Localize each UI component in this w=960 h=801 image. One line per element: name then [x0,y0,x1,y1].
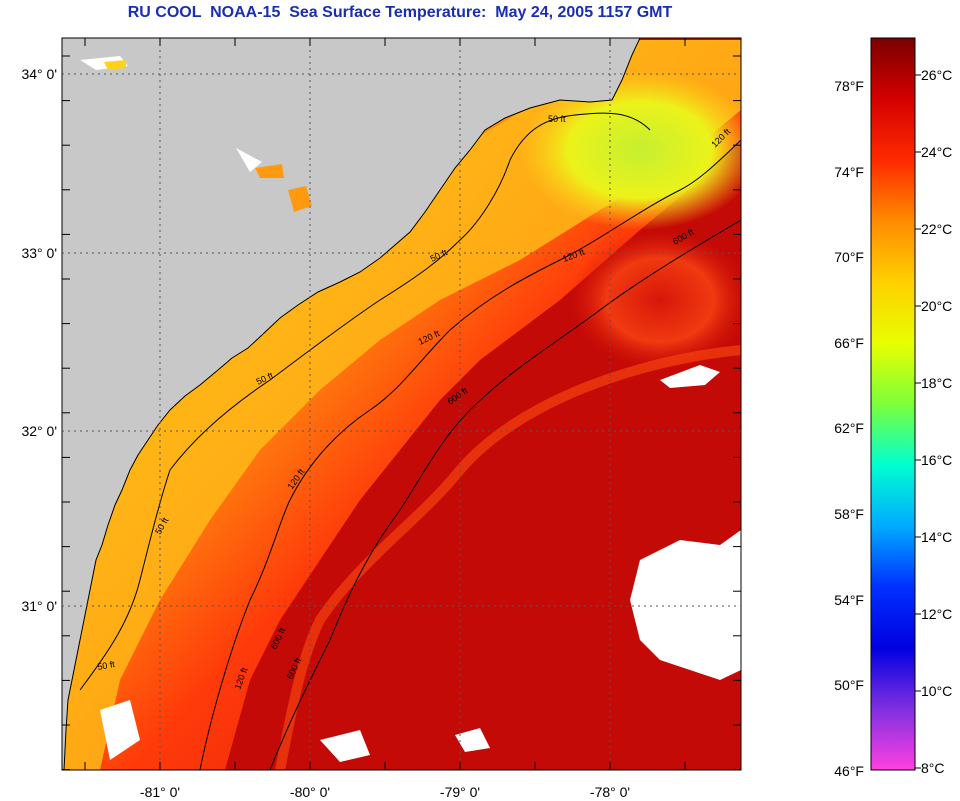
celsius-label: 14°C [921,529,952,545]
warm-eddy [570,230,741,370]
celsius-label: 18°C [921,375,952,391]
axis-ticks [62,38,741,771]
map-area [62,38,741,770]
fahrenheit-label: 78°F [834,78,864,94]
longitude-label: -78° 0' [590,784,630,800]
contour-600ft [269,219,741,770]
fahrenheit-label: 62°F [834,420,864,436]
depth-contours [79,112,741,770]
fahrenheit-label: 50°F [834,677,864,693]
temperature-colorbar [870,37,916,771]
fahrenheit-label: 74°F [834,164,864,180]
latitude-label: 32° 0' [21,423,57,439]
longitude-label: -80° 0' [290,784,330,800]
inner-shelf-water [62,40,741,770]
gulf-stream-edge [275,345,741,770]
contour-label: 50 ft [548,114,566,124]
celsius-label: 12°C [921,606,952,622]
celsius-label: 26°C [921,67,952,83]
graticule [62,38,741,770]
cloud-cover [80,56,741,762]
map-frame [61,37,742,771]
fahrenheit-label: 46°F [834,763,864,779]
longitude-labels: -81° 0' -80° 0' -79° 0' -78° 0' [140,784,630,800]
celsius-label: 22°C [921,221,952,237]
fahrenheit-label: 58°F [834,506,864,522]
celsius-label: 8°C [921,760,945,776]
latitude-label: 33° 0' [21,245,57,261]
latitude-labels: 34° 0' 33° 0' 32° 0' 31° 0' [21,66,57,614]
inland-water-patches [104,60,312,212]
fahrenheit-label: 54°F [834,592,864,608]
latitude-label: 34° 0' [21,66,57,82]
celsius-label: 16°C [921,452,952,468]
cool-water-patch [520,70,741,230]
contour-50ft [79,112,651,691]
chart-title: RU COOL NOAA-15 Sea Surface Temperature:… [127,4,673,21]
contour-120ft [199,139,741,770]
latitude-label: 31° 0' [21,598,57,614]
land-mass [62,38,641,770]
contour-label: 50 ft [97,659,116,672]
fahrenheit-label: 70°F [834,249,864,265]
celsius-label: 20°C [921,298,952,314]
celsius-label: 10°C [921,683,952,699]
colorbar-labels: 78°F 74°F 70°F 66°F 62°F 58°F 54°F 50°F 46°F 26°C… [834,67,952,779]
celsius-label: 24°C [921,144,952,160]
longitude-label: -81° 0' [140,784,180,800]
longitude-label: -79° 0' [440,784,480,800]
fahrenheit-label: 66°F [834,335,864,351]
